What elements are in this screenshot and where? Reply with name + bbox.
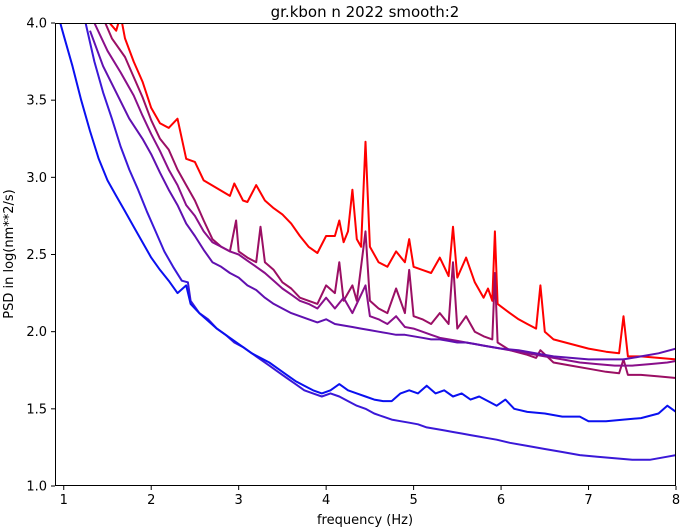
y-tick-label: 2.0 bbox=[26, 325, 47, 340]
y-axis-label: PSD in log(nm**2/s) bbox=[2, 189, 17, 319]
x-tick-label: 2 bbox=[147, 493, 155, 508]
series-line-2 bbox=[104, 23, 676, 379]
y-tick-label: 4.0 bbox=[26, 17, 47, 32]
y-axis: 1.0 1.5 2.0 2.5 3.0 3.5 4.0 bbox=[26, 17, 55, 495]
series-line-3 bbox=[93, 23, 676, 367]
series-layer bbox=[59, 23, 676, 461]
x-tick-label: 3 bbox=[235, 493, 243, 508]
y-tick-label: 2.5 bbox=[26, 248, 47, 263]
series-line-6 bbox=[59, 23, 676, 423]
x-axis-label: frequency (Hz) bbox=[317, 513, 413, 528]
chart-title: gr.kbon n 2022 smooth:2 bbox=[271, 3, 460, 21]
x-tick-label: 7 bbox=[584, 493, 592, 508]
y-tick-label: 1.0 bbox=[26, 480, 47, 495]
x-tick-label: 4 bbox=[322, 493, 330, 508]
series-line-4 bbox=[89, 30, 676, 361]
series-line-1 bbox=[108, 23, 676, 361]
y-tick-label: 3.0 bbox=[26, 171, 47, 186]
series-line-5 bbox=[84, 23, 676, 461]
x-axis: 1 2 3 4 5 6 7 8 bbox=[60, 486, 680, 508]
y-tick-label: 3.5 bbox=[26, 94, 47, 109]
x-tick-label: 6 bbox=[497, 493, 505, 508]
x-tick-label: 1 bbox=[60, 493, 68, 508]
x-tick-label: 5 bbox=[409, 493, 417, 508]
x-tick-label: 8 bbox=[672, 493, 680, 508]
plot-frame bbox=[55, 23, 676, 486]
y-tick-label: 1.5 bbox=[26, 402, 47, 417]
